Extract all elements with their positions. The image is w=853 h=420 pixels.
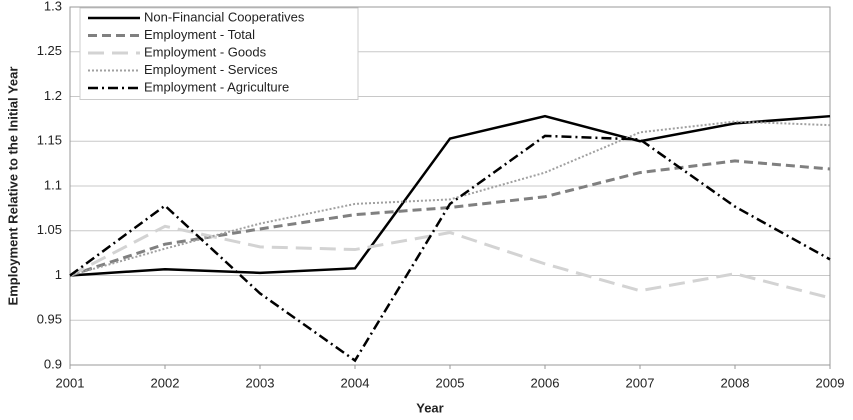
x-tick-label: 2003 bbox=[246, 375, 275, 390]
x-tick-label: 2004 bbox=[341, 375, 370, 390]
y-tick-label: 0.9 bbox=[44, 356, 62, 371]
y-tick-label: 0.95 bbox=[37, 312, 62, 327]
y-tick-label: 1 bbox=[55, 267, 62, 282]
x-tick-label: 2006 bbox=[531, 375, 560, 390]
series-line bbox=[69, 120, 831, 277]
x-tick-label: 2001 bbox=[56, 375, 85, 390]
legend-label: Employment - Services bbox=[144, 62, 278, 77]
x-tick-label: 2008 bbox=[721, 375, 750, 390]
y-tick-label: 1.05 bbox=[37, 222, 62, 237]
x-tick-label: 2005 bbox=[436, 375, 465, 390]
x-tick-label: 2002 bbox=[151, 375, 180, 390]
y-tick-label: 1.2 bbox=[44, 88, 62, 103]
y-tick-label: 1.1 bbox=[44, 177, 62, 192]
legend-label: Non-Financial Cooperatives bbox=[144, 9, 305, 24]
y-tick-label: 1.25 bbox=[37, 43, 62, 58]
legend-label: Employment - Total bbox=[144, 27, 255, 42]
series-line bbox=[69, 224, 831, 300]
x-tick-label: 2007 bbox=[626, 375, 655, 390]
y-axis-title: Employment Relative to the Initial Year bbox=[5, 67, 20, 306]
legend-label: Employment - Goods bbox=[144, 44, 267, 59]
series-line bbox=[69, 134, 831, 363]
x-axis-title: Year bbox=[416, 400, 443, 415]
legend-label: Employment - Agriculture bbox=[144, 79, 289, 94]
y-tick-label: 1.3 bbox=[44, 0, 62, 13]
y-tick-label: 1.15 bbox=[37, 133, 62, 148]
series-line bbox=[69, 114, 831, 277]
x-tick-label: 2009 bbox=[816, 375, 845, 390]
series-line bbox=[69, 159, 831, 277]
